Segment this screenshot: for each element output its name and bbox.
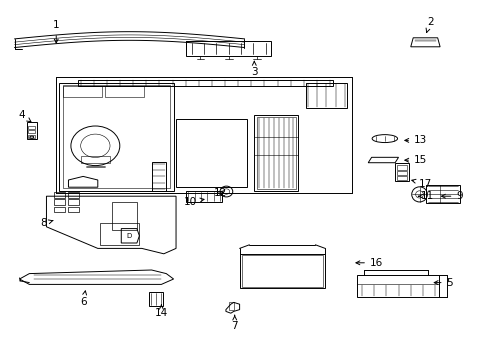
Bar [100,223,139,245]
Bar [78,80,332,86]
Text: 15: 15 [404,155,427,165]
Bar [28,135,35,138]
Polygon shape [68,176,98,187]
Bar [54,192,64,198]
Bar [68,199,79,205]
Text: 6: 6 [80,291,86,307]
Text: 7: 7 [231,315,238,331]
Bar [305,83,346,108]
Bar [396,165,407,170]
Bar [394,163,408,181]
Text: 1: 1 [53,20,60,43]
Bar [256,117,295,189]
Bar [62,85,170,188]
Bar [68,207,79,212]
Bar [356,275,438,297]
Text: D: D [126,233,131,239]
Text: 2: 2 [425,17,433,32]
Text: 5: 5 [433,278,452,288]
Bar [254,115,298,191]
Bar [105,86,144,97]
Text: 9: 9 [441,191,462,201]
Bar [59,83,173,191]
Bar [149,292,163,306]
Bar [62,86,102,97]
Bar [54,199,64,205]
Bar [185,191,222,202]
Text: 8: 8 [41,218,53,228]
Text: 16: 16 [355,258,383,268]
Text: 12: 12 [213,188,226,198]
Text: 14: 14 [154,305,168,318]
Bar [228,302,233,310]
Text: 4: 4 [19,110,31,122]
Bar [28,126,35,129]
Text: 11: 11 [418,191,434,201]
Text: 10: 10 [184,197,203,207]
Bar [28,130,35,133]
Bar [151,162,166,191]
Bar [81,156,110,163]
Bar [239,254,325,288]
Bar [241,255,323,287]
Bar [426,185,459,203]
Bar [396,171,407,175]
Bar [68,192,79,198]
Text: 3: 3 [250,61,257,77]
Text: 17: 17 [411,179,431,189]
Bar [396,176,407,180]
Bar [185,41,271,56]
Bar [112,202,137,230]
Bar [176,119,246,187]
Text: 13: 13 [404,135,427,145]
Bar [54,207,64,212]
